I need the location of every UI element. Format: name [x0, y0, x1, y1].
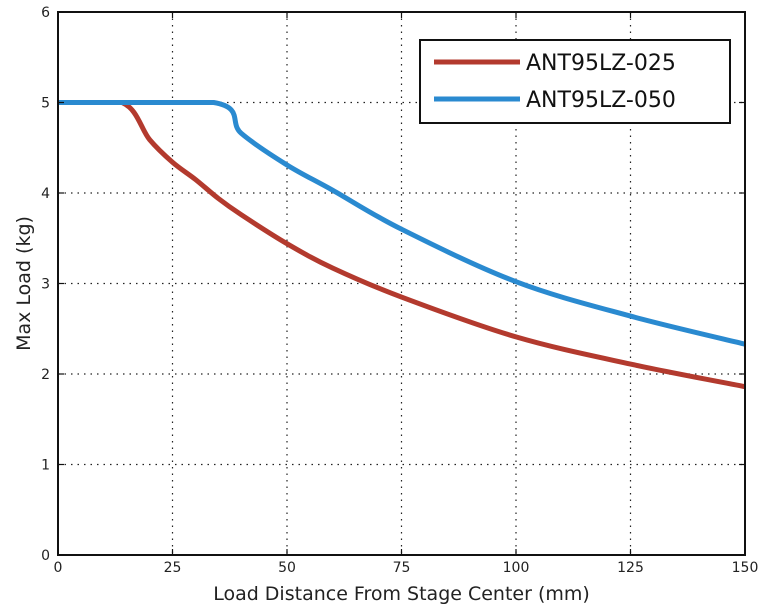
x-tick-label: 100: [503, 560, 530, 576]
y-tick-label: 6: [41, 5, 50, 21]
x-tick-label: 150: [732, 560, 759, 576]
x-tick-label: 75: [393, 560, 411, 576]
y-tick-label: 0: [41, 548, 50, 564]
x-tick-label: 0: [54, 560, 63, 576]
y-axis-label: Max Load (kg): [13, 216, 35, 351]
series-line-2: [58, 100, 746, 347]
series-layer: [58, 100, 746, 390]
legend-label: ANT95LZ-025: [526, 51, 676, 76]
legend-label: ANT95LZ-050: [526, 88, 676, 113]
y-tick-label: 4: [41, 186, 50, 202]
series-line-1: [58, 100, 746, 390]
y-tick-label: 1: [41, 458, 50, 474]
x-axis-label: Load Distance From Stage Center (mm): [213, 583, 590, 605]
legend: ANT95LZ-025 ANT95LZ-050: [419, 39, 731, 124]
y-tick-label: 2: [41, 367, 50, 383]
axis-ticks: 0 25 50 75 100 125 150 0 1 2 3 4 5 6: [41, 5, 758, 576]
legend-box: [419, 39, 731, 124]
y-tick-label: 3: [41, 277, 50, 293]
x-tick-label: 25: [164, 560, 182, 576]
x-tick-label: 125: [617, 560, 644, 576]
y-tick-label: 5: [41, 96, 50, 112]
x-tick-label: 50: [278, 560, 296, 576]
